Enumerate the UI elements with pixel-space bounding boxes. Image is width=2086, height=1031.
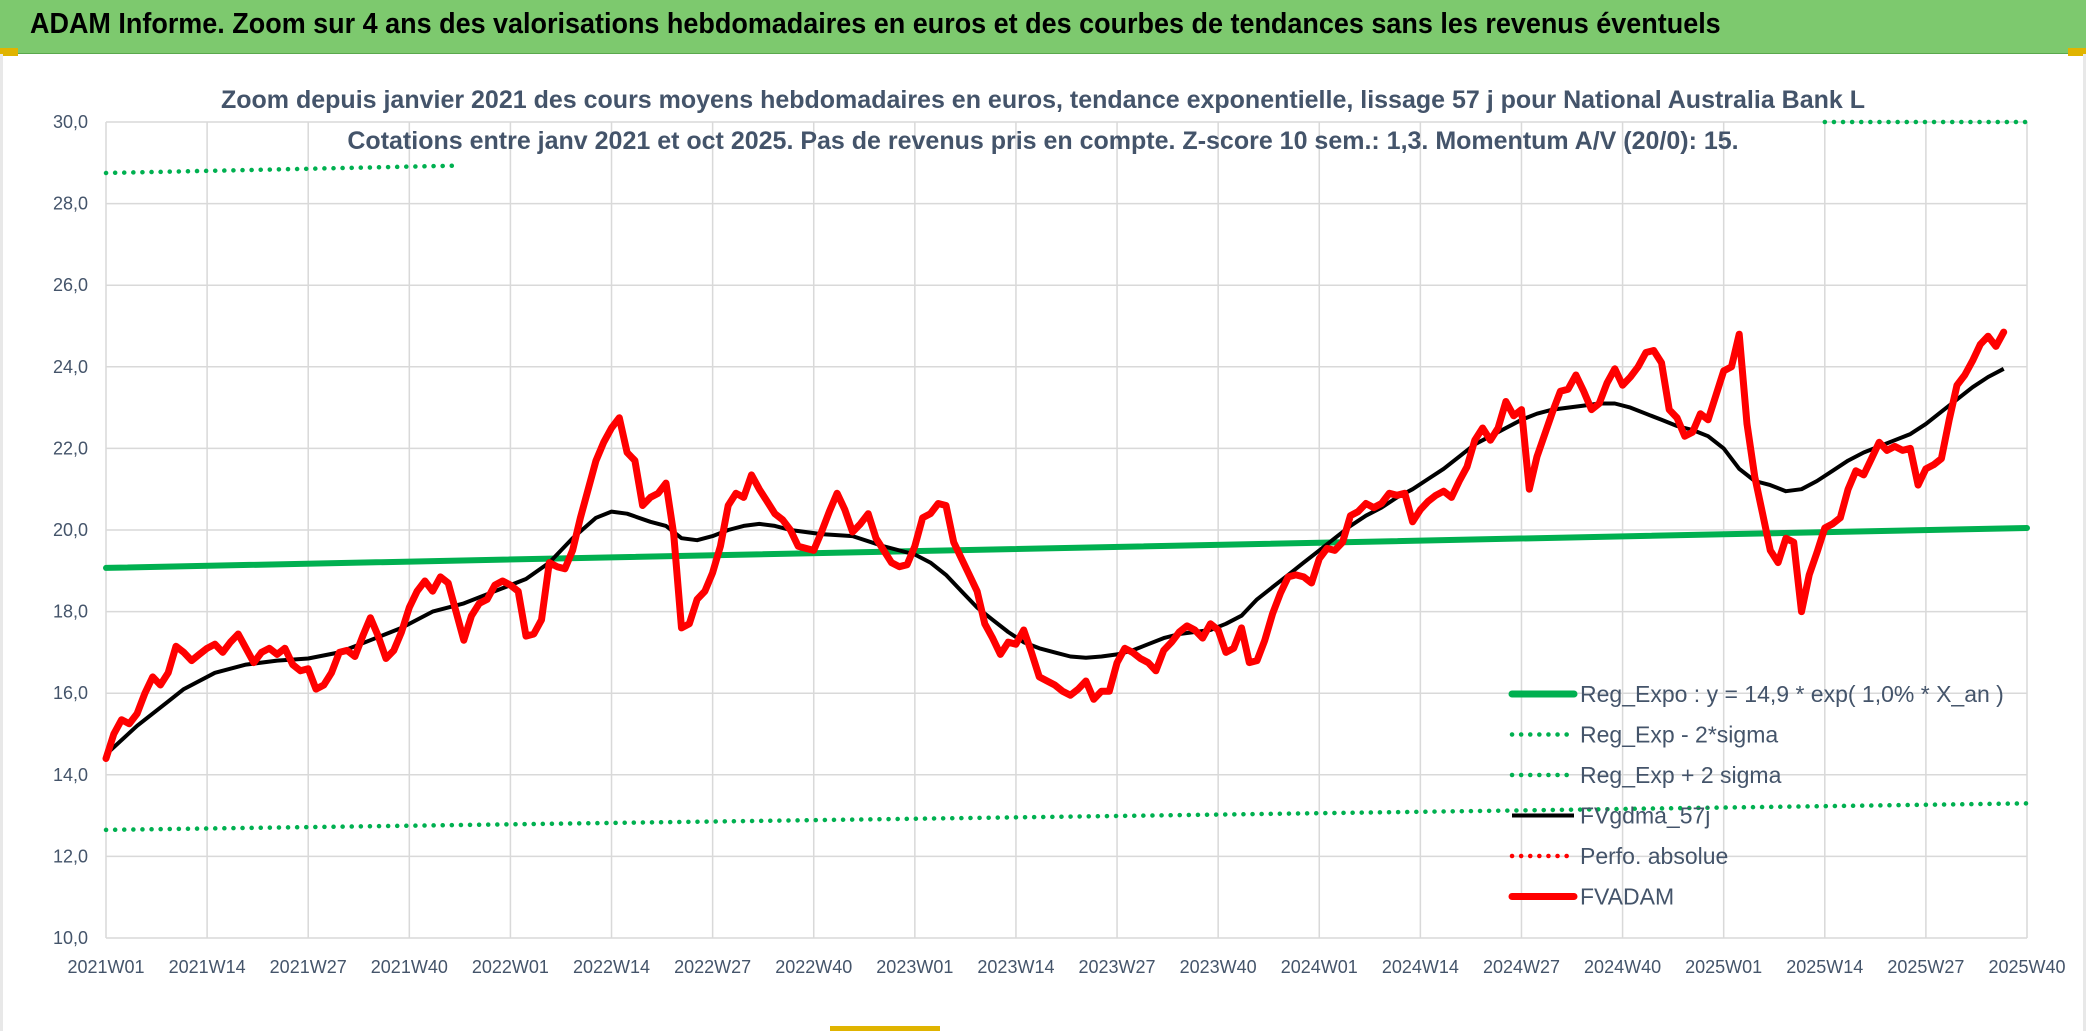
- legend-label: Reg_Exp - 2*sigma: [1580, 722, 1778, 748]
- series-line-fvadam: [102, 328, 2008, 762]
- x-tick-label: 2023W14: [977, 957, 1054, 977]
- x-tick-label: 2021W40: [371, 957, 448, 977]
- x-tick-label: 2023W01: [876, 957, 953, 977]
- y-tick-label: 16,0: [53, 683, 88, 703]
- legend-label: FVgdma_57j: [1580, 803, 1710, 829]
- chart-subtitle: Cotations entre janv 2021 et oct 2025. P…: [347, 127, 1738, 155]
- axes: 10,0 12,0 14,0 16,0 18,0 20,0 22,0 24,0 26,0 28,0…: [53, 112, 2066, 977]
- y-tick-label: 18,0: [53, 602, 88, 622]
- x-tick-label: 2021W27: [270, 957, 347, 977]
- x-tick-label: 2023W40: [1180, 957, 1257, 977]
- series: [102, 119, 2030, 833]
- legend-label: Reg_Expo : y = 14,9 * exp( 1,0% * X_an ): [1580, 681, 2004, 707]
- x-tick-label: 2024W27: [1483, 957, 1560, 977]
- x-tick-label: 2024W40: [1584, 957, 1661, 977]
- x-tick-label: 2025W27: [1887, 957, 1964, 977]
- x-tick-label: 2025W14: [1786, 957, 1863, 977]
- x-tick-label: 2023W27: [1079, 957, 1156, 977]
- x-tick-label: 2022W27: [674, 957, 751, 977]
- x-tick-label: 2024W01: [1281, 957, 1358, 977]
- y-tick-label: 12,0: [53, 846, 88, 866]
- y-tick-label: 22,0: [53, 438, 88, 458]
- legend: Reg_Expo : y = 14,9 * exp( 1,0% * X_an )…: [1508, 681, 2004, 910]
- x-tick-label: 2025W01: [1685, 957, 1762, 977]
- y-tick-label: 28,0: [53, 194, 88, 214]
- x-tick-label: 2021W14: [169, 957, 246, 977]
- y-tick-label: 20,0: [53, 520, 88, 540]
- header-bar: ADAM Informe. Zoom sur 4 ans des valoris…: [0, 0, 2086, 56]
- y-tick-label: 14,0: [53, 765, 88, 785]
- chart-title: Zoom depuis janvier 2021 des cours moyen…: [221, 86, 1865, 114]
- legend-label: Perfo. absolue: [1580, 843, 1728, 869]
- y-tick-label: 10,0: [53, 928, 88, 948]
- header-accent-right: [2068, 48, 2086, 56]
- page-title: ADAM Informe. Zoom sur 4 ans des valoris…: [30, 8, 1721, 40]
- legend-label: FVADAM: [1580, 884, 1674, 910]
- y-tick-label: 30,0: [53, 112, 88, 132]
- chart-frame: [0, 54, 2086, 1031]
- x-tick-label: 2021W01: [67, 957, 144, 977]
- series-line-reg-exp-2-sigma: [103, 163, 459, 176]
- x-tick-label: 2022W40: [775, 957, 852, 977]
- y-tick-label: 26,0: [53, 275, 88, 295]
- series-line-reg-expo-y-14-9-exp-1-0-x-an: [103, 525, 2030, 571]
- y-tick-label: 24,0: [53, 357, 88, 377]
- x-tick-label: 2025W40: [1988, 957, 2065, 977]
- grid: [105, 121, 2028, 939]
- header-accent-left: [0, 48, 18, 56]
- x-tick-label: 2024W14: [1382, 957, 1459, 977]
- series-line-reg-exp-2-sigma: [103, 801, 2030, 833]
- legend-label: Reg_Exp + 2 sigma: [1580, 762, 1782, 788]
- x-tick-label: 2022W14: [573, 957, 650, 977]
- bottom-accent: [830, 1026, 940, 1031]
- x-tick-label: 2022W01: [472, 957, 549, 977]
